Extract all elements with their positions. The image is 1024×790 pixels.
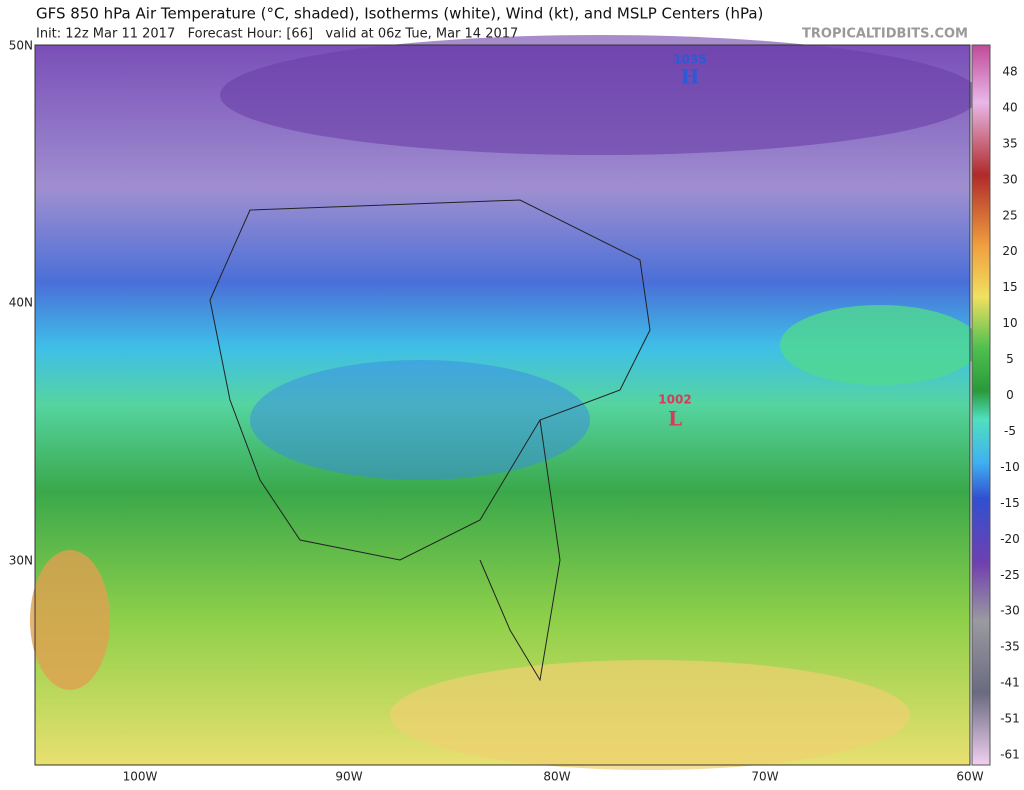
cold-pool <box>250 360 590 480</box>
colorbar-tick-label: -15 <box>1000 496 1020 510</box>
map-area <box>30 35 980 770</box>
colorbar-tick-label: -41 <box>1000 676 1020 690</box>
title: GFS 850 hPa Air Temperature (°C, shaded)… <box>36 5 763 23</box>
colorbar <box>971 44 991 766</box>
lat-label: 50N <box>9 39 33 53</box>
mexico-warm <box>30 550 110 690</box>
colorbar-tick-label: -35 <box>1000 640 1020 654</box>
pressure-center: H <box>681 65 700 89</box>
colorbar-tick-label: -5 <box>1004 424 1016 438</box>
lon-label: 60W <box>956 770 983 784</box>
colorbar-tick-label: 15 <box>1002 280 1017 294</box>
florida <box>479 419 561 682</box>
coastline <box>209 199 651 561</box>
map-frame <box>34 44 971 766</box>
lon-label: 100W <box>123 770 158 784</box>
colorbar-tick-label: -10 <box>1000 460 1020 474</box>
colorbar-tick-label: 48 <box>1002 65 1017 79</box>
colorbar-tick-label: -30 <box>1000 604 1020 618</box>
cold-air-core <box>220 35 980 155</box>
pressure-center: L <box>668 407 682 431</box>
warm-tongue <box>780 305 980 385</box>
colorbar-tick-label: 30 <box>1002 172 1017 186</box>
colorbar-tick-label: -20 <box>1000 532 1020 546</box>
lon-label: 80W <box>543 770 570 784</box>
pressure-value: 1002 <box>658 393 691 407</box>
lat-label: 30N <box>9 554 33 568</box>
colorbar-tick-label: -25 <box>1000 568 1020 582</box>
colorbar-tick-label: 40 <box>1002 100 1017 114</box>
colorbar-tick-label: 35 <box>1002 136 1017 150</box>
credit: TROPICALTIDBITS.COM <box>802 27 968 42</box>
colorbar-tick-label: 10 <box>1002 316 1017 330</box>
lon-label: 70W <box>751 770 778 784</box>
lat-label: 40N <box>9 296 33 310</box>
subtitle: Init: 12z Mar 11 2017 Forecast Hour: [66… <box>36 27 518 42</box>
colorbar-tick-label: 5 <box>1006 352 1014 366</box>
colorbar-tick-label: -61 <box>1000 748 1020 762</box>
warm-pool <box>390 660 910 770</box>
colorbar-tick-label: 20 <box>1002 244 1017 258</box>
pressure-value: 1035 <box>673 53 706 67</box>
lon-label: 90W <box>335 770 362 784</box>
colorbar-tick-label: 0 <box>1006 388 1014 402</box>
colorbar-tick-label: -51 <box>1000 712 1020 726</box>
colorbar-tick-label: 25 <box>1002 208 1017 222</box>
